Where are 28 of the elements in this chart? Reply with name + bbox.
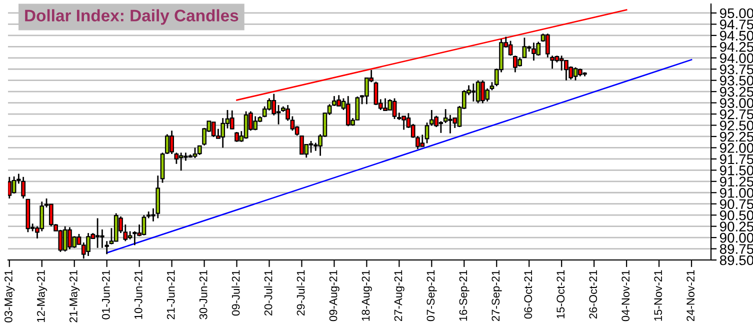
x-tick-label: 21-Jun-21 bbox=[166, 270, 175, 320]
x-tick-label: 30-Jun-21 bbox=[199, 270, 208, 320]
x-tick-label: 03-May-21 bbox=[4, 270, 15, 322]
x-tick-label: 10-Jun-21 bbox=[134, 270, 142, 319]
chart-title: Dollar Index: Daily Candles bbox=[25, 9, 238, 25]
candlestick bbox=[230, 110, 234, 130]
x-tick-label: 24-Nov-21 bbox=[686, 270, 694, 322]
x-tick-label: 07-Sep-21 bbox=[426, 270, 437, 322]
candlestick bbox=[522, 36, 527, 59]
candlestick bbox=[424, 122, 430, 144]
x-tick-label: 20-Jul-21 bbox=[264, 270, 272, 316]
x-tick-label: 09-Aug-21 bbox=[329, 270, 340, 322]
x-tick-label: 26-Oct-21 bbox=[589, 270, 598, 319]
x-tick-label: 29-Jul-21 bbox=[296, 270, 305, 316]
x-tick-label: 06-Oct-21 bbox=[524, 270, 532, 319]
x-tick-label: 18-Aug-21 bbox=[362, 270, 372, 321]
x-tick-label: 01-Jun-21 bbox=[102, 270, 110, 320]
x-tick-label: 21-May-21 bbox=[69, 270, 80, 322]
x-tick-label: 09-Jul-21 bbox=[232, 270, 240, 316]
candlestick bbox=[447, 114, 454, 134]
x-tick-label: 15-Oct-21 bbox=[556, 270, 565, 318]
x-tick-label: 15-Nov-21 bbox=[654, 270, 662, 321]
candlestick bbox=[8, 176, 12, 200]
x-tick-label: 16-Sep-21 bbox=[459, 270, 470, 321]
x-tick-label: 12-May-21 bbox=[36, 270, 48, 322]
x-tick-label: 04-Nov-21 bbox=[622, 270, 630, 322]
x-tick-label: 27-Aug-21 bbox=[394, 270, 404, 322]
x-tick-label: 27-Sep-21 bbox=[492, 270, 502, 322]
